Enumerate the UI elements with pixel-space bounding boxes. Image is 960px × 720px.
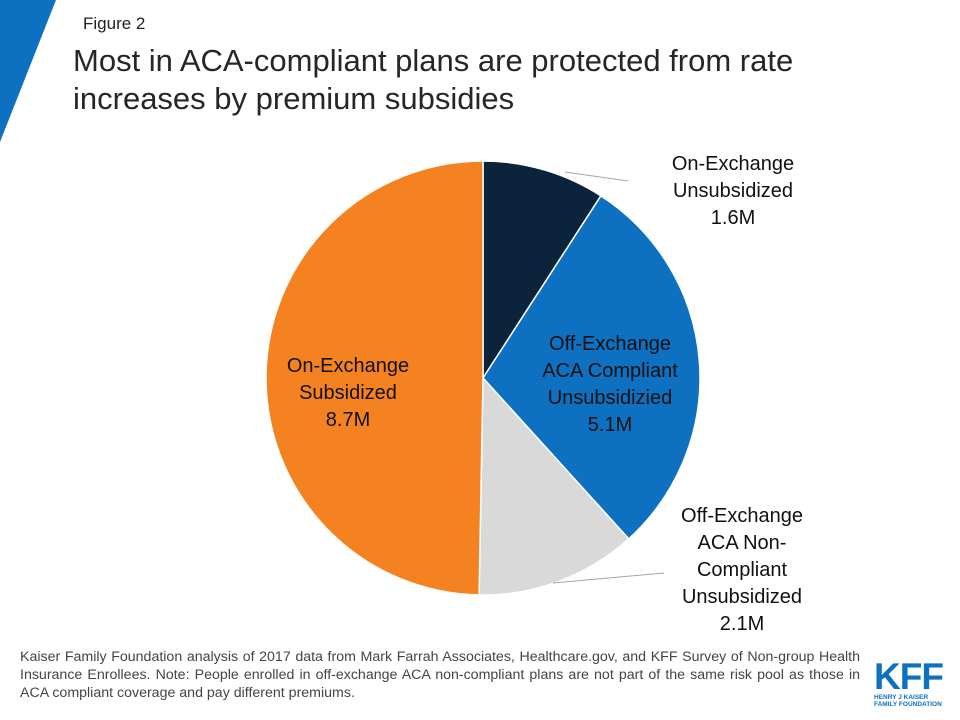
slice-label-on-exchange-subsidized: On-Exchange Subsidized 8.7M — [287, 355, 409, 431]
slice-label-line: On-Exchange — [672, 153, 794, 175]
pie-slice-off-exchange-aca-non-compliant — [478, 376, 630, 596]
slice-label-line: Off-Exchange — [681, 505, 803, 527]
leader-line-off-exchange-aca-non-compliant — [552, 572, 665, 584]
slice-label-line: Unsubsidized — [682, 586, 802, 608]
slice-label-line: ACA Compliant — [542, 360, 678, 382]
slice-label-line: 1.6M — [711, 207, 755, 229]
slice-label-line: 5.1M — [588, 414, 632, 436]
corner-accent-triangle — [0, 0, 56, 142]
kff-logo: KFF HENRY J KAISER FAMILY FOUNDATION — [874, 656, 944, 708]
figure-label: Figure 2 — [83, 14, 146, 33]
pie-slice-on-exchange-subsidized — [265, 160, 484, 596]
slice-label-off-exchange-aca-compliant: Off-Exchange ACA Compliant Unsubsidizied 5.… — [542, 333, 678, 436]
slice-label-line: 2.1M — [720, 613, 764, 635]
logo-mark: KFF — [874, 656, 944, 697]
slice-label-line: Off-Exchange — [549, 333, 671, 355]
chart-title: Most in ACA-compliant plans are protecte… — [73, 43, 794, 116]
slice-label-line: On-Exchange — [287, 355, 409, 377]
slice-label-line: Unsubsidized — [673, 180, 793, 202]
slice-label-on-exchange-unsubsidized: On-Exchange Unsubsidized 1.6M — [672, 153, 794, 229]
slice-label-line: ACA Non- — [698, 532, 787, 554]
source-note: Kaiser Family Foundation analysis of 201… — [20, 649, 860, 701]
slice-label-line: Subsidized — [299, 382, 397, 404]
logo-subtitle: HENRY J KAISER FAMILY FOUNDATION — [874, 694, 944, 708]
pie-slice-on-exchange-unsubsidized — [482, 160, 602, 381]
leader-line-on-exchange-unsubsidized — [564, 171, 629, 182]
logo-line-1: HENRY J KAISER — [874, 694, 929, 701]
slice-label-off-exchange-aca-non-compliant: Off-Exchange ACA Non- Compliant Unsubsidize… — [681, 505, 803, 635]
slice-label-line: Unsubsidizied — [548, 387, 673, 409]
logo-line-2: FAMILY FOUNDATION — [874, 701, 942, 708]
slice-label-line: Compliant — [697, 559, 787, 581]
slice-label-line: 8.7M — [326, 409, 370, 431]
pie-slice-off-exchange-aca-compliant — [482, 194, 701, 540]
